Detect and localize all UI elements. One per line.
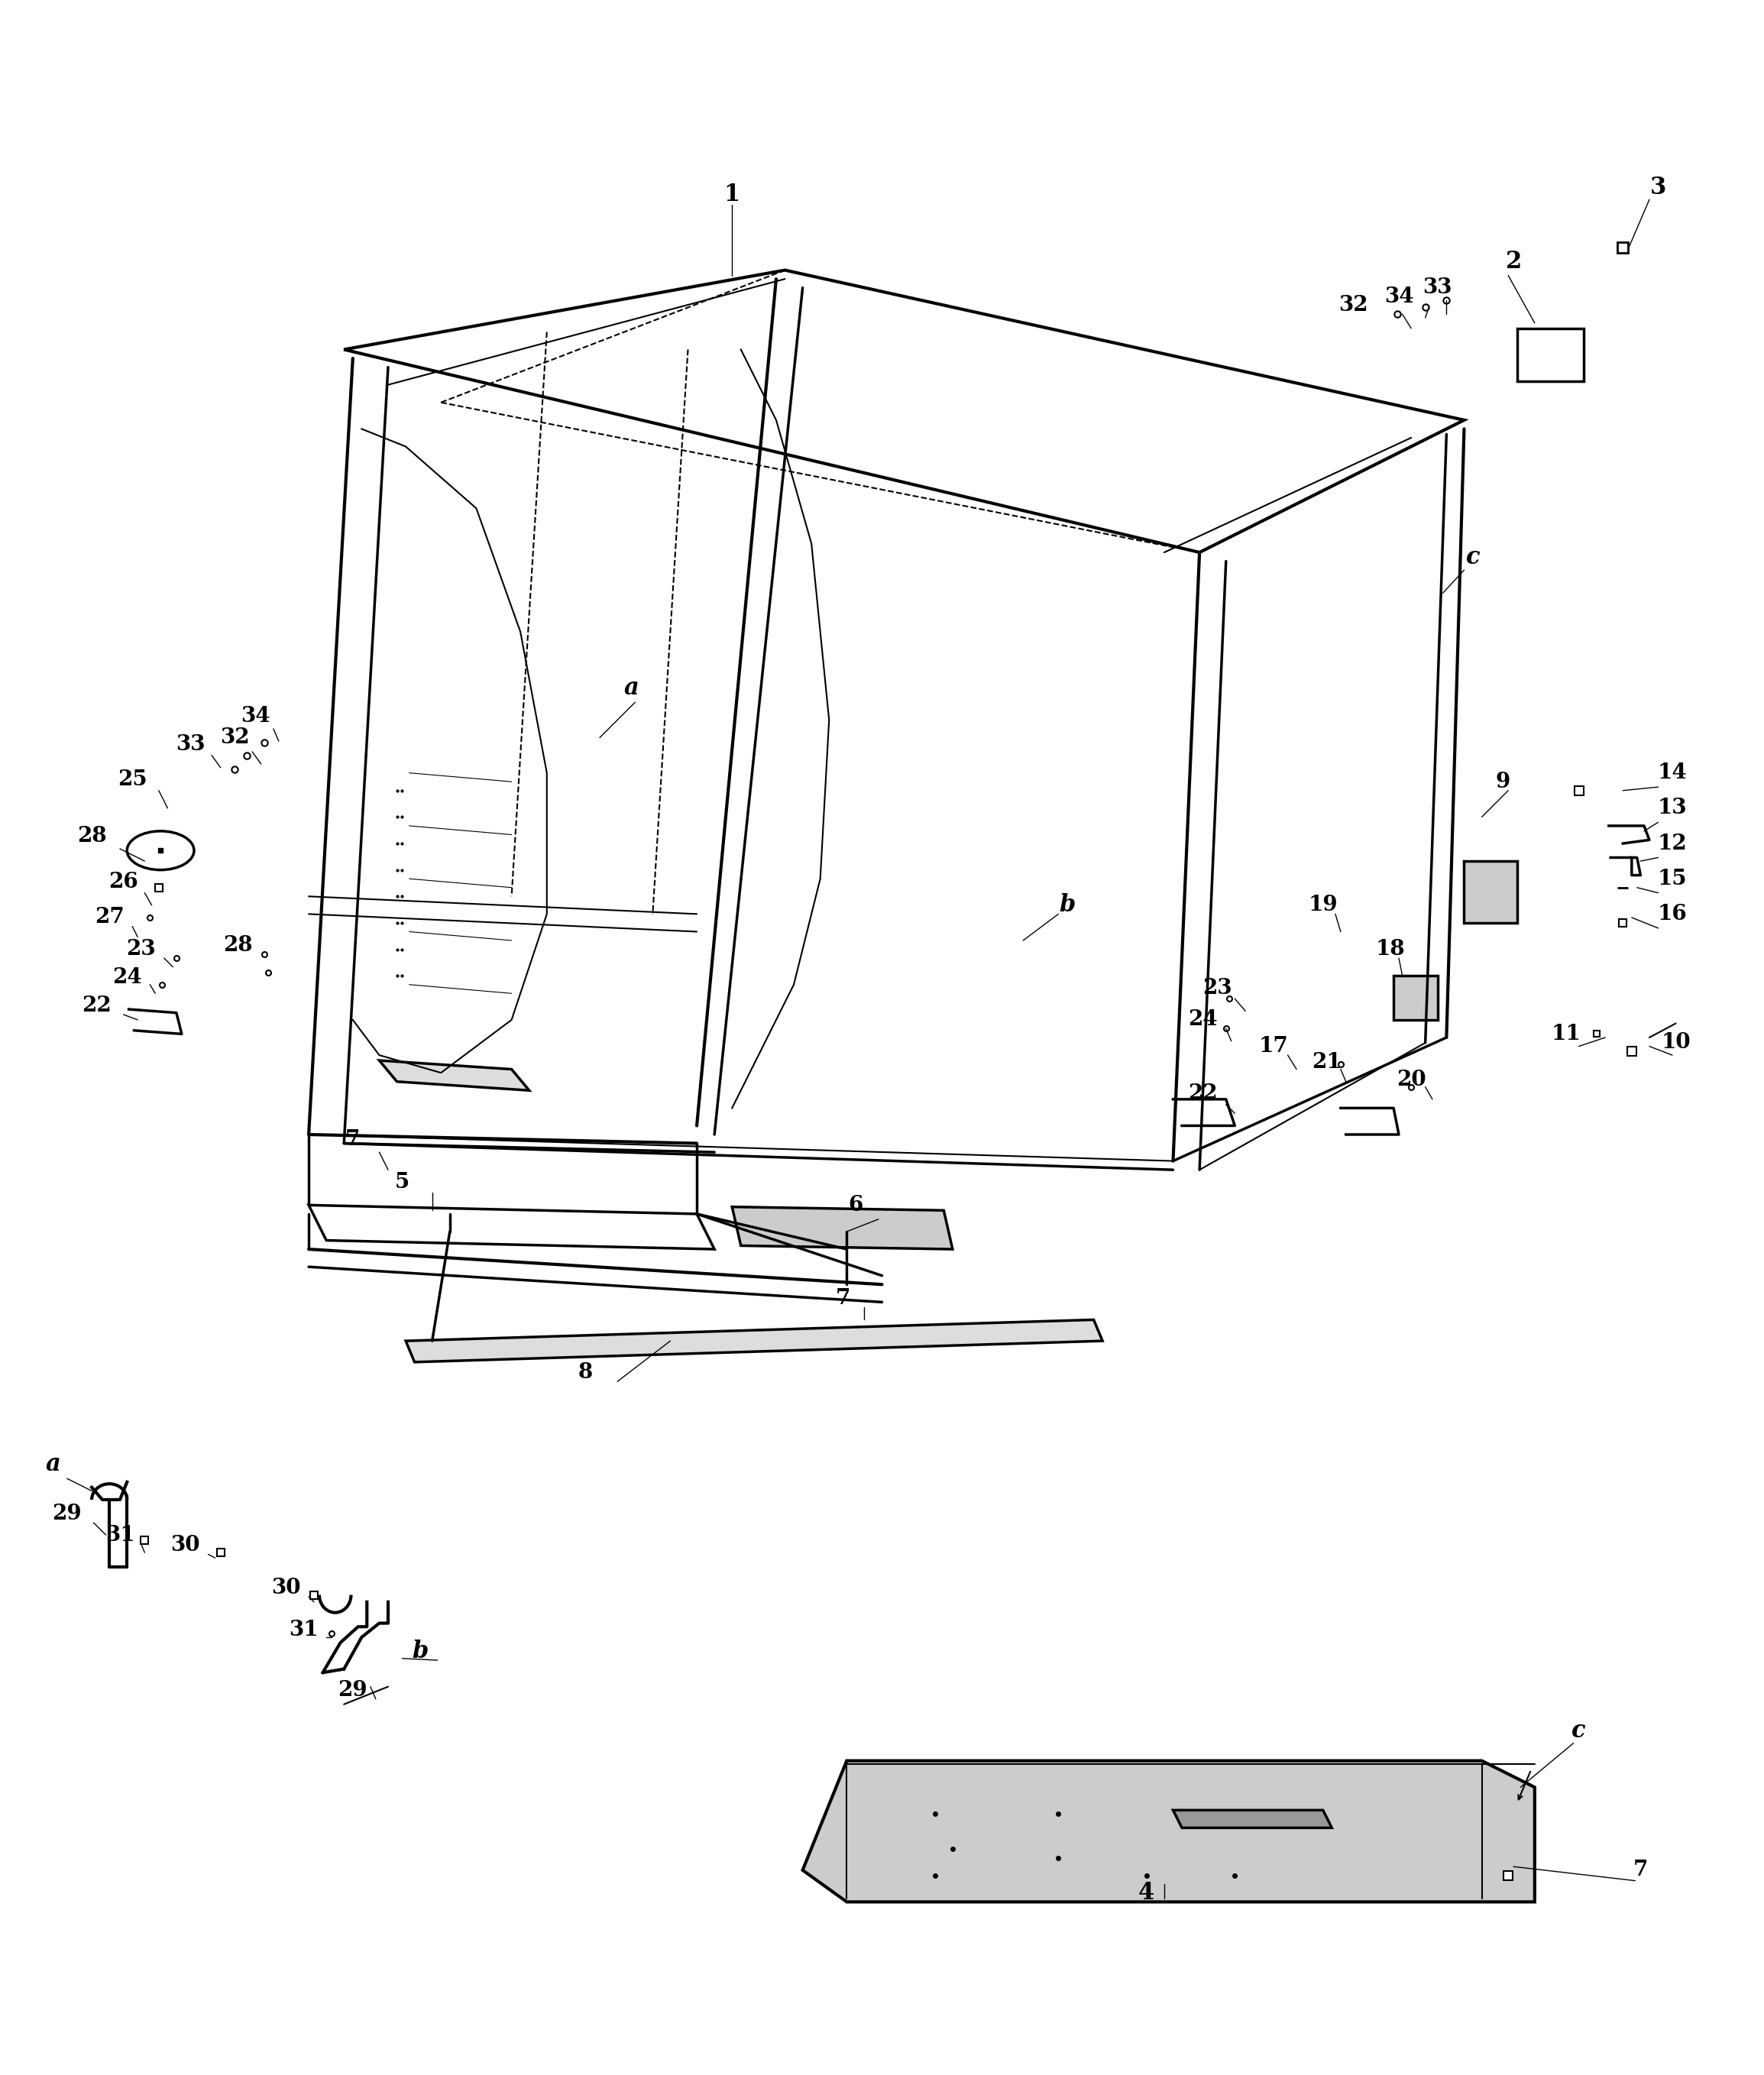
Text: 3: 3 — [1649, 176, 1667, 199]
Text: c: c — [1466, 546, 1480, 569]
Text: 25: 25 — [118, 770, 146, 791]
Text: 29: 29 — [53, 1504, 81, 1525]
Text: 27: 27 — [95, 907, 123, 928]
Text: 23: 23 — [127, 940, 155, 959]
FancyBboxPatch shape — [1517, 328, 1584, 382]
Text: b: b — [411, 1639, 429, 1664]
Text: 9: 9 — [1496, 772, 1510, 793]
Text: 1: 1 — [723, 183, 741, 205]
Text: b: b — [1058, 894, 1076, 917]
Text: 15: 15 — [1658, 869, 1686, 888]
Text: 12: 12 — [1658, 834, 1686, 853]
Text: 22: 22 — [1189, 1083, 1217, 1104]
Text: 6: 6 — [848, 1195, 863, 1216]
Text: 7: 7 — [836, 1289, 850, 1309]
Text: 28: 28 — [224, 936, 252, 957]
Text: 24: 24 — [1189, 1011, 1217, 1029]
Text: 34: 34 — [1385, 286, 1413, 307]
Polygon shape — [379, 1060, 529, 1091]
Text: 32: 32 — [1339, 295, 1367, 315]
Text: 4: 4 — [1138, 1882, 1155, 1905]
Text: 13: 13 — [1658, 799, 1686, 818]
FancyBboxPatch shape — [1464, 861, 1517, 923]
Text: 16: 16 — [1658, 905, 1686, 923]
Text: 23: 23 — [1203, 977, 1231, 998]
Text: 30: 30 — [171, 1535, 199, 1556]
Text: 14: 14 — [1658, 764, 1686, 782]
Text: 19: 19 — [1309, 894, 1337, 915]
Text: 32: 32 — [220, 728, 249, 747]
Text: 33: 33 — [1424, 278, 1452, 299]
Text: 11: 11 — [1552, 1023, 1581, 1044]
Text: 10: 10 — [1662, 1033, 1690, 1054]
Polygon shape — [406, 1320, 1102, 1361]
Text: 18: 18 — [1376, 940, 1404, 959]
Text: 29: 29 — [339, 1681, 367, 1701]
Text: 17: 17 — [1259, 1035, 1288, 1056]
Polygon shape — [803, 1762, 1535, 1903]
Text: 26: 26 — [109, 872, 138, 892]
Text: 24: 24 — [113, 967, 141, 988]
Text: 33: 33 — [176, 735, 205, 755]
Text: 30: 30 — [272, 1577, 300, 1598]
Text: 2: 2 — [1505, 249, 1522, 274]
Text: 34: 34 — [242, 706, 270, 726]
Text: a: a — [46, 1452, 60, 1475]
Text: 20: 20 — [1397, 1069, 1425, 1089]
Text: 31: 31 — [106, 1525, 134, 1546]
Text: 22: 22 — [83, 996, 111, 1017]
Text: 8: 8 — [579, 1363, 593, 1382]
Text: a: a — [624, 676, 639, 699]
Polygon shape — [1173, 1809, 1332, 1828]
Text: 7: 7 — [346, 1129, 360, 1150]
Text: 21: 21 — [1312, 1052, 1341, 1073]
Text: 7: 7 — [1633, 1859, 1648, 1880]
Text: 28: 28 — [78, 826, 106, 847]
Text: c: c — [1572, 1718, 1586, 1743]
Polygon shape — [732, 1208, 953, 1249]
Text: 5: 5 — [395, 1172, 409, 1193]
Text: 31: 31 — [289, 1621, 318, 1641]
FancyBboxPatch shape — [1394, 975, 1438, 1019]
